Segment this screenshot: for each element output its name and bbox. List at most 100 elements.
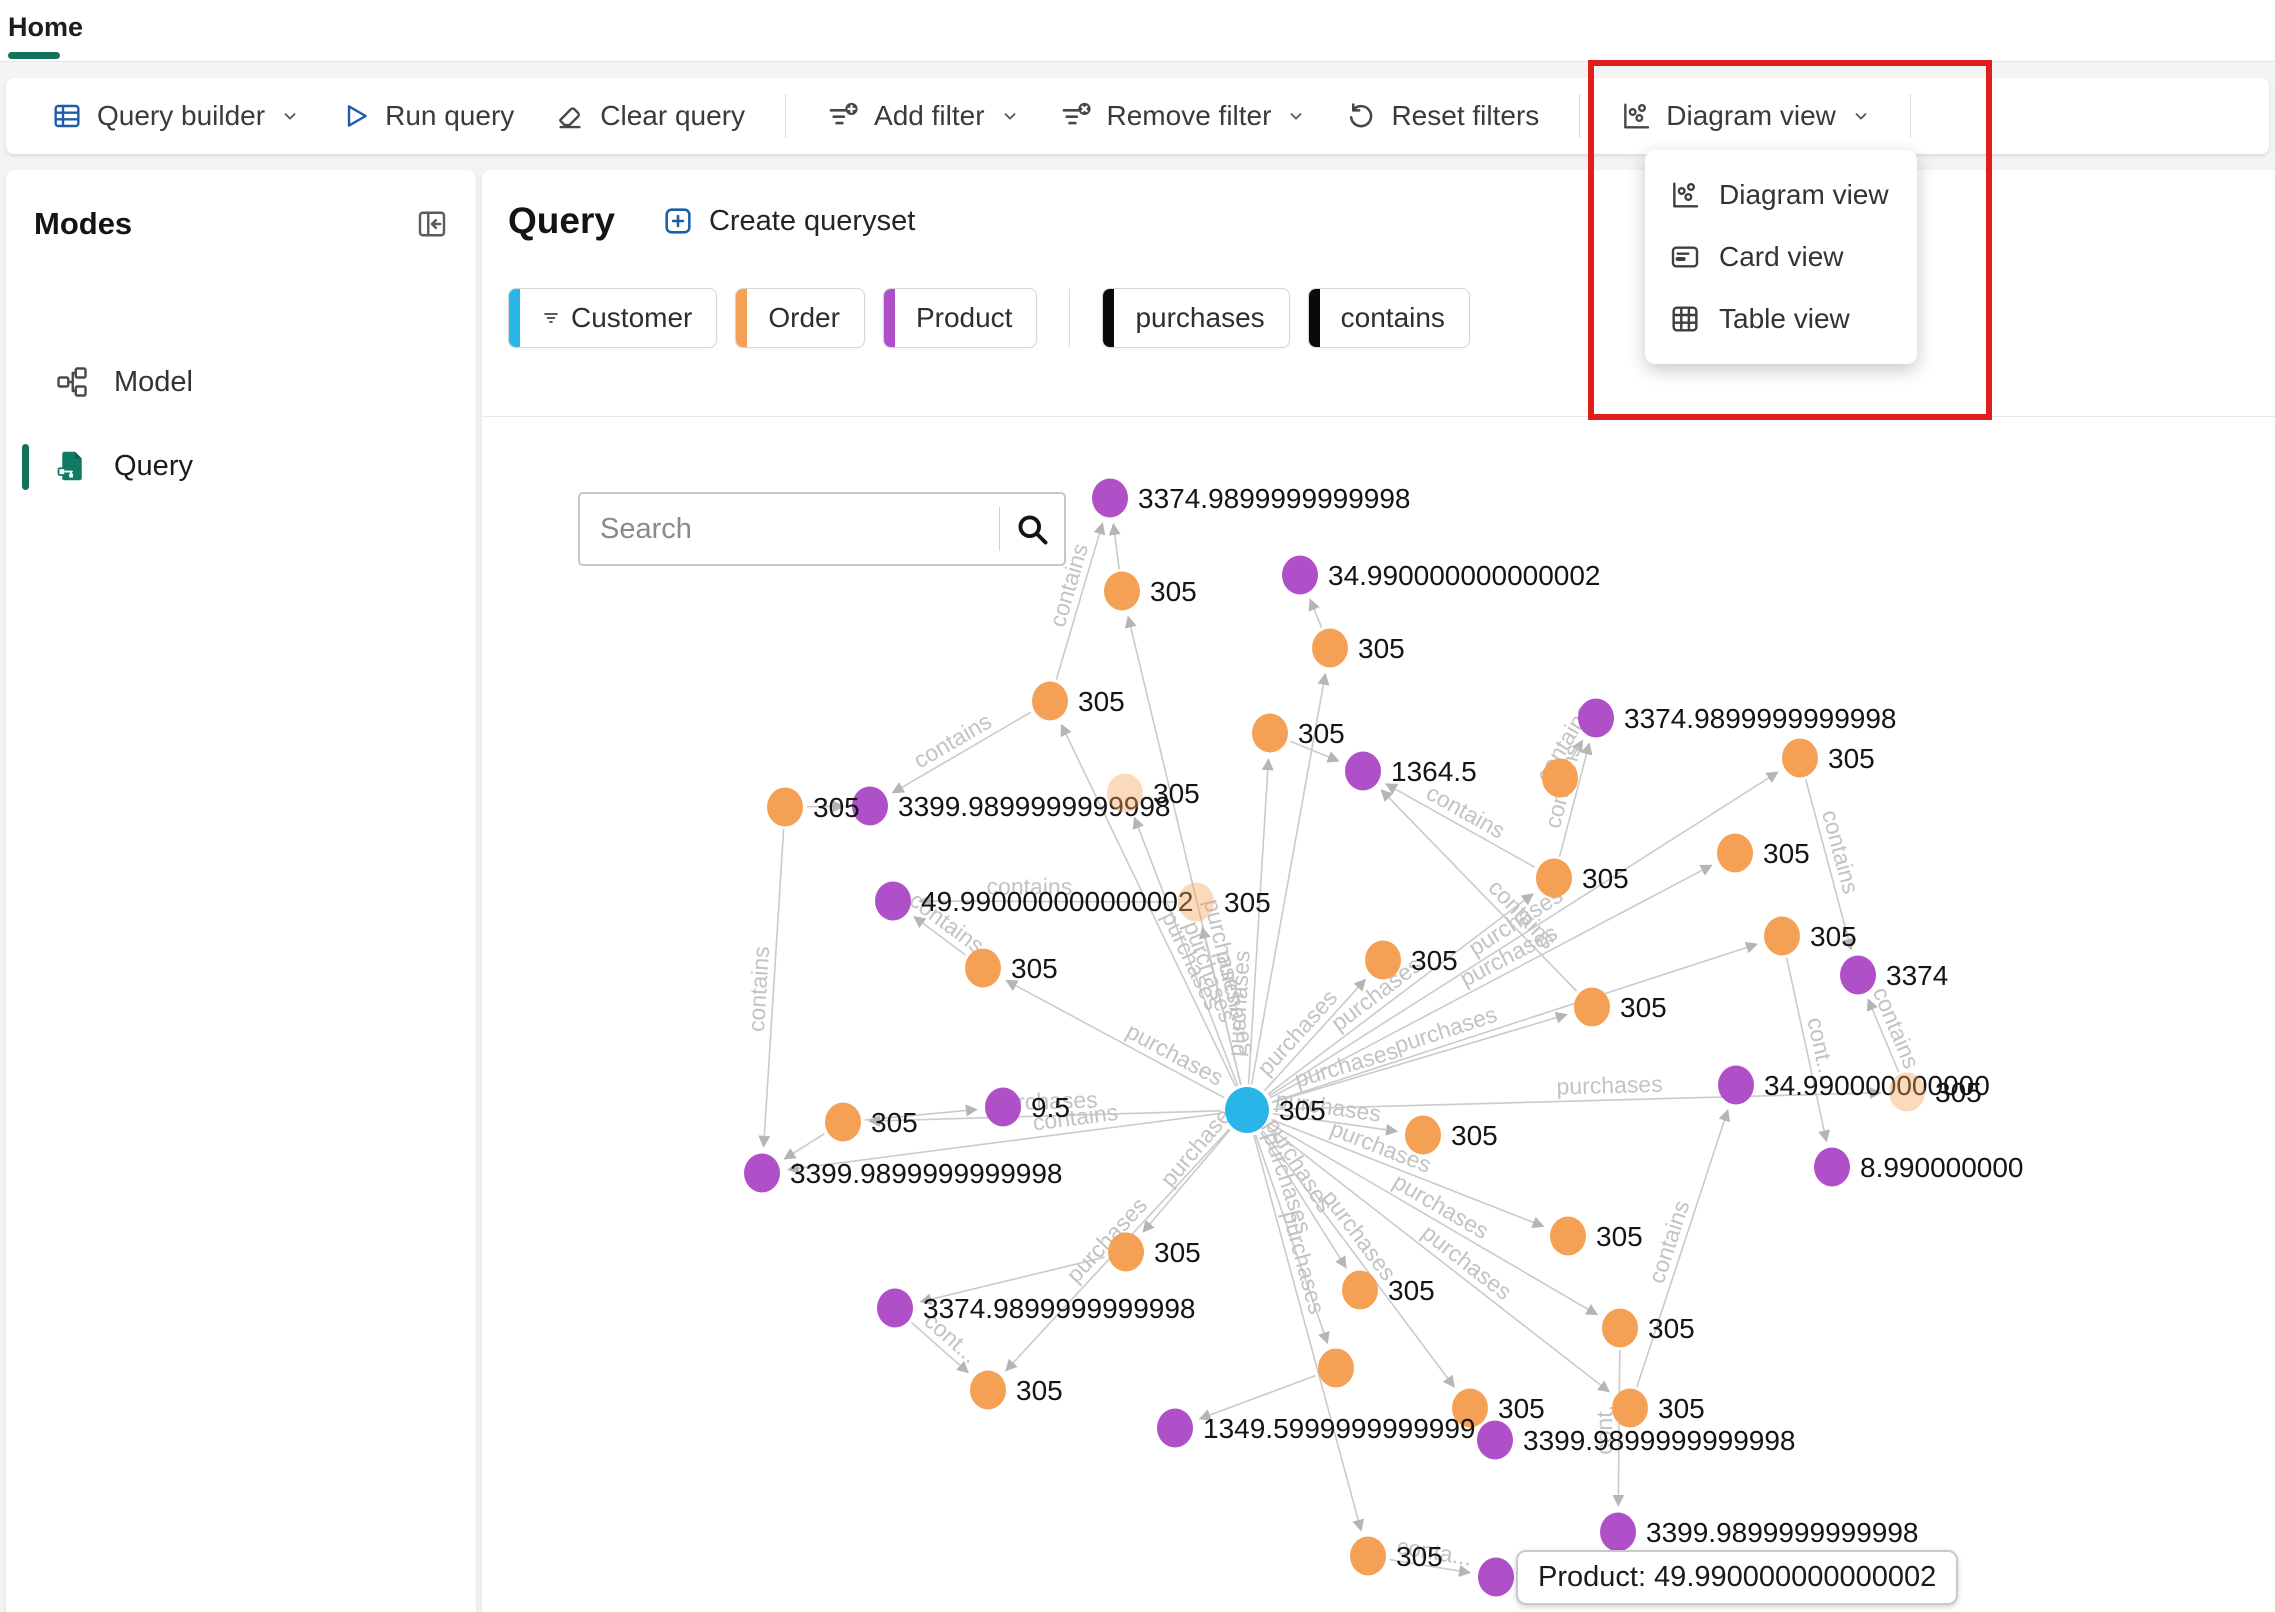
legend-chip-customer[interactable]: Customer bbox=[508, 288, 718, 348]
section-divider bbox=[482, 416, 2275, 417]
menu-item-label: Table view bbox=[1719, 303, 1850, 334]
legend-chips: Customer Order Product purchases contain… bbox=[508, 288, 1470, 348]
selected-item-indicator bbox=[22, 444, 29, 490]
menu-item-card-view[interactable]: Card view bbox=[1645, 226, 1917, 288]
collapse-panel-icon[interactable] bbox=[414, 206, 450, 247]
graph-node-product[interactable] bbox=[1477, 1420, 1513, 1460]
create-queryset-button[interactable]: Create queryset bbox=[661, 204, 915, 238]
view-selector-label: Diagram view bbox=[1666, 100, 1836, 131]
clear-query-label: Clear query bbox=[600, 100, 746, 131]
graph-node-product[interactable] bbox=[1578, 698, 1614, 738]
graph-node-product[interactable] bbox=[875, 881, 911, 921]
sidebar-item-query[interactable]: Query bbox=[6, 434, 476, 498]
view-selector-button[interactable]: Diagram view bbox=[1620, 100, 1870, 132]
order-color-bar bbox=[736, 289, 748, 347]
graph-node-order[interactable] bbox=[1542, 758, 1578, 798]
graph-node-order[interactable] bbox=[1342, 1270, 1378, 1310]
graph-node-order[interactable] bbox=[767, 787, 803, 827]
query-builder-table-icon bbox=[51, 100, 83, 132]
graph-node-order[interactable] bbox=[965, 948, 1001, 988]
legend-chip-label: Customer bbox=[571, 302, 693, 333]
graph-node-product[interactable] bbox=[852, 786, 888, 826]
menu-item-diagram-view[interactable]: Diagram view bbox=[1645, 164, 1917, 226]
run-query-label: Run query bbox=[385, 100, 515, 131]
modes-title: Modes bbox=[34, 206, 133, 241]
create-queryset-label: Create queryset bbox=[708, 204, 916, 237]
clear-query-button[interactable]: Clear query bbox=[554, 100, 745, 132]
graph-node-order[interactable] bbox=[1108, 1232, 1144, 1272]
graph-node-order[interactable] bbox=[825, 1102, 861, 1142]
view-dropdown-menu: Diagram view Card view Table view bbox=[1645, 150, 1917, 364]
graph-node-order[interactable] bbox=[970, 1370, 1006, 1410]
graph-node-order[interactable] bbox=[1612, 1388, 1648, 1428]
top-tab-bar: Home bbox=[0, 0, 2275, 62]
graph-node-order[interactable] bbox=[1178, 882, 1214, 922]
tab-home-active-indicator bbox=[8, 52, 60, 59]
eraser-icon bbox=[554, 100, 586, 132]
graph-node-order[interactable] bbox=[1717, 833, 1753, 873]
graph-node-order[interactable] bbox=[1574, 987, 1610, 1027]
search-icon[interactable] bbox=[1000, 511, 1064, 547]
graph-node-product[interactable] bbox=[1345, 751, 1381, 791]
graph-node-product[interactable] bbox=[877, 1288, 913, 1328]
graph-node-product[interactable] bbox=[985, 1087, 1021, 1127]
contains-color-bar bbox=[1308, 289, 1320, 347]
add-filter-button[interactable]: Add filter bbox=[826, 99, 1019, 133]
search-input[interactable] bbox=[580, 512, 999, 546]
graph-node-order[interactable] bbox=[1365, 940, 1401, 980]
graph-node-order[interactable] bbox=[1318, 1348, 1354, 1388]
remove-filter-label: Remove filter bbox=[1106, 100, 1272, 131]
chevron-down-icon bbox=[1287, 107, 1305, 125]
filter-glyph-icon bbox=[541, 308, 561, 328]
query-builder-label: Query builder bbox=[97, 100, 266, 131]
graph-node-order[interactable] bbox=[1107, 773, 1143, 813]
graph-node-product[interactable] bbox=[1600, 1512, 1636, 1552]
graph-node-product[interactable] bbox=[1157, 1408, 1193, 1448]
legend-chip-contains[interactable]: contains bbox=[1307, 288, 1470, 348]
purchases-color-bar bbox=[1103, 289, 1115, 347]
graph-node-product[interactable] bbox=[1282, 555, 1318, 595]
page-title: Query bbox=[508, 200, 615, 241]
graph-node-order[interactable] bbox=[1536, 858, 1572, 898]
legend-chip-purchases[interactable]: purchases bbox=[1102, 288, 1290, 348]
graph-node-order[interactable] bbox=[1252, 713, 1288, 753]
graph-node-order[interactable] bbox=[1550, 1216, 1586, 1256]
model-icon bbox=[54, 364, 90, 400]
remove-filter-button[interactable]: Remove filter bbox=[1059, 99, 1306, 133]
run-query-button[interactable]: Run query bbox=[339, 100, 514, 132]
graph-node-order[interactable] bbox=[1602, 1308, 1638, 1348]
menu-item-label: Diagram view bbox=[1719, 179, 1889, 210]
graph-node-product[interactable] bbox=[1092, 478, 1128, 518]
graph-node-order[interactable] bbox=[1452, 1388, 1488, 1428]
graph-node-order[interactable] bbox=[1032, 681, 1068, 721]
legend-chip-product[interactable]: Product bbox=[882, 288, 1038, 348]
graph-node-order[interactable] bbox=[1782, 738, 1818, 778]
legend-chip-order[interactable]: Order bbox=[735, 288, 865, 348]
reset-filters-button[interactable]: Reset filters bbox=[1345, 100, 1539, 132]
menu-item-label: Card view bbox=[1719, 241, 1844, 272]
graph-node-product[interactable] bbox=[1840, 955, 1876, 995]
card-view-icon bbox=[1669, 241, 1701, 273]
graph-node-order[interactable] bbox=[1405, 1115, 1441, 1155]
chevron-down-icon bbox=[1001, 107, 1019, 125]
graph-node-order[interactable] bbox=[1312, 628, 1348, 668]
chips-divider bbox=[1069, 289, 1071, 347]
sidebar-item-model[interactable]: Model bbox=[6, 350, 476, 414]
graph-node-product[interactable] bbox=[1478, 1557, 1514, 1597]
query-document-icon bbox=[54, 448, 90, 484]
graph-node-customer[interactable] bbox=[1225, 1087, 1269, 1133]
graph-node-order[interactable] bbox=[1104, 571, 1140, 611]
tab-home[interactable]: Home bbox=[8, 12, 84, 42]
play-icon bbox=[339, 100, 371, 132]
graph-node-order[interactable] bbox=[1350, 1536, 1386, 1576]
legend-chip-label: purchases bbox=[1135, 302, 1265, 333]
graph-node-order[interactable] bbox=[1889, 1072, 1925, 1112]
menu-item-table-view[interactable]: Table view bbox=[1645, 288, 1917, 350]
graph-node-product[interactable] bbox=[1718, 1065, 1754, 1105]
query-builder-button[interactable]: Query builder bbox=[51, 100, 299, 132]
graph-node-product[interactable] bbox=[1814, 1147, 1850, 1187]
graph-node-product[interactable] bbox=[744, 1153, 780, 1193]
graph-node-order[interactable] bbox=[1764, 916, 1800, 956]
legend-chip-label: Product bbox=[915, 302, 1013, 333]
